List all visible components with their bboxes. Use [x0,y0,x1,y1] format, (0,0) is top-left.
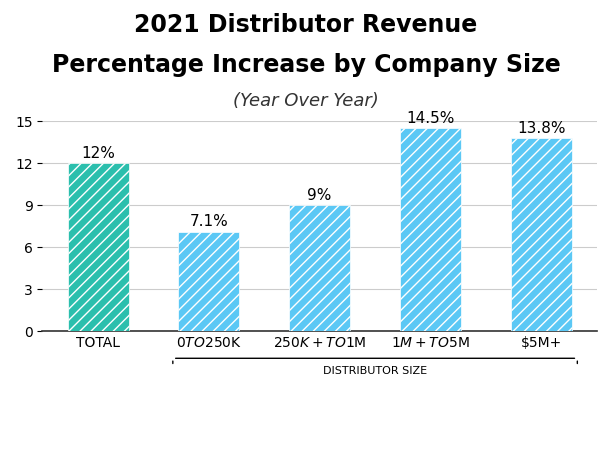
Text: DISTRIBUTOR SIZE: DISTRIBUTOR SIZE [323,365,427,376]
Text: 14.5%: 14.5% [406,111,455,126]
Bar [511,138,572,331]
Bar [400,128,461,331]
Bar [289,205,350,331]
Text: 12%: 12% [81,146,115,161]
Bar [178,232,239,331]
Text: 9%: 9% [307,188,332,203]
Text: (Year Over Year): (Year Over Year) [233,92,379,110]
Text: 7.1%: 7.1% [190,214,228,229]
Text: 13.8%: 13.8% [517,121,565,136]
Text: Percentage Increase by Company Size: Percentage Increase by Company Size [51,53,561,77]
Bar [67,163,129,331]
Text: 2021 Distributor Revenue: 2021 Distributor Revenue [135,13,477,37]
